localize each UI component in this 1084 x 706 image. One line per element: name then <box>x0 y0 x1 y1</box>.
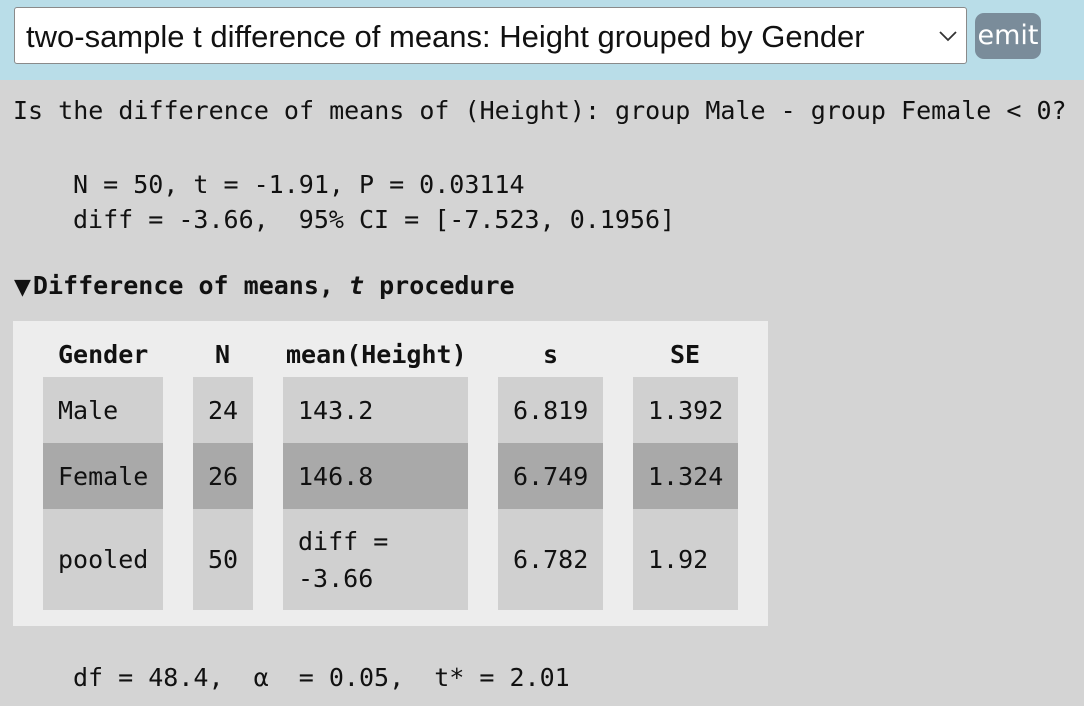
table-cell-s: 6.749 <box>498 443 603 509</box>
table-cell-gender: Female <box>43 443 163 509</box>
details-summary-prefix: Difference of means, <box>32 271 349 300</box>
column-header-se: SE <box>670 340 701 369</box>
table-cell-mean: diff = -3.66 <box>283 509 468 610</box>
table-cell-se: 1.92 <box>633 509 738 610</box>
column-header-gender: Gender <box>58 340 149 369</box>
table-cell-n: 24 <box>193 377 253 443</box>
table-cell-se: 1.392 <box>633 377 738 443</box>
test-statistics-line: N = 50, t = -1.91, P = 0.03114 <box>73 170 525 199</box>
table-cell-s: 6.819 <box>498 377 603 443</box>
test-type-select[interactable]: two-sample t difference of means: Height… <box>14 7 967 64</box>
chevron-down-icon <box>939 31 957 42</box>
details-toggle[interactable]: ▼Difference of means, t procedure <box>14 271 515 300</box>
test-type-select-value: two-sample t difference of means: Height… <box>26 19 865 54</box>
table-cell-gender: Male <box>43 377 163 443</box>
hypothesis-question: Is the difference of means of (Height): … <box>13 96 1067 125</box>
column-header-s: s <box>543 340 559 369</box>
emit-button[interactable]: emit <box>975 13 1041 59</box>
disclosure-triangle-icon: ▼ <box>14 275 31 300</box>
table-cell-n: 26 <box>193 443 253 509</box>
column-header-mean: mean(Height) <box>286 340 467 369</box>
table-cell-s: 6.782 <box>498 509 603 610</box>
details-summary-t: t <box>349 271 365 300</box>
details-summary-suffix: procedure <box>364 271 515 300</box>
confidence-interval-line: diff = -3.66, 95% CI = [-7.523, 0.1956] <box>73 205 676 234</box>
column-header-n: N <box>215 340 231 369</box>
top-toolbar: two-sample t difference of means: Height… <box>0 0 1084 80</box>
table-cell-gender: pooled <box>43 509 163 610</box>
df-alpha-tstar-line: df = 48.4, α = 0.05, t* = 2.01 <box>73 663 570 692</box>
table-cell-mean: 146.8 <box>283 443 468 509</box>
table-cell-mean: 143.2 <box>283 377 468 443</box>
table-cell-mean-text: diff = -3.66 <box>298 526 389 593</box>
table-cell-n: 50 <box>193 509 253 610</box>
table-cell-se: 1.324 <box>633 443 738 509</box>
